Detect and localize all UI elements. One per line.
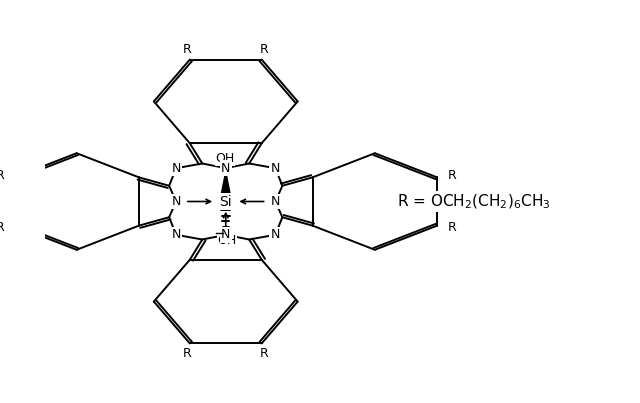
Text: N: N — [172, 228, 181, 241]
Text: N: N — [172, 162, 181, 175]
Text: R: R — [447, 169, 456, 182]
Text: OH: OH — [218, 234, 237, 247]
Text: OH: OH — [216, 152, 235, 165]
Text: N: N — [172, 195, 180, 208]
Text: R = OCH$_2$(CH$_2$)$_6$CH$_3$: R = OCH$_2$(CH$_2$)$_6$CH$_3$ — [397, 192, 551, 211]
Text: N: N — [221, 229, 230, 241]
Text: N: N — [271, 228, 280, 241]
Text: R: R — [260, 43, 269, 56]
Text: R: R — [0, 221, 4, 234]
Text: R: R — [260, 347, 269, 360]
Text: N: N — [221, 162, 230, 174]
Text: R: R — [183, 43, 192, 56]
Polygon shape — [221, 172, 230, 195]
Text: Si: Si — [220, 195, 232, 208]
Text: R: R — [447, 221, 456, 234]
Text: N: N — [271, 195, 280, 208]
Text: N: N — [271, 162, 280, 175]
Text: R: R — [0, 169, 4, 182]
Text: R: R — [183, 347, 192, 360]
